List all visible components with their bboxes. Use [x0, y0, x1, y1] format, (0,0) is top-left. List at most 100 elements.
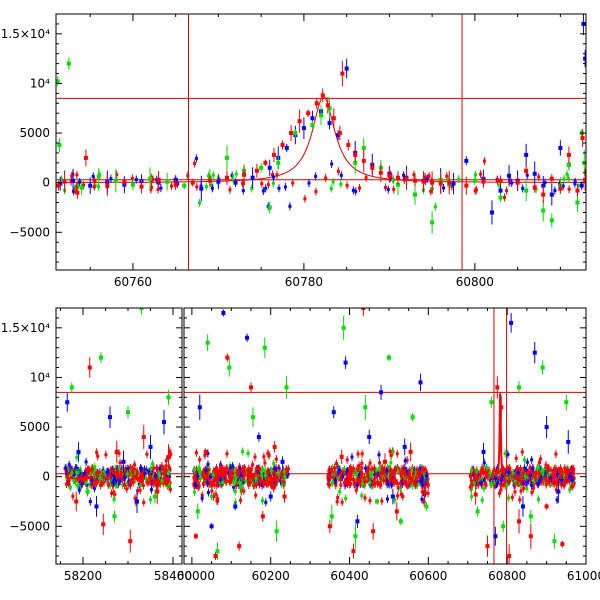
x-tick-label: 60200 — [252, 569, 290, 583]
baseline-point — [363, 496, 367, 500]
baseline-point — [162, 472, 166, 476]
baseline-point — [484, 482, 488, 486]
baseline-point — [129, 472, 133, 476]
baseline-point — [272, 175, 276, 179]
baseline-point — [522, 470, 526, 474]
data-point — [498, 188, 503, 193]
baseline-point — [168, 481, 172, 485]
data-point — [524, 188, 529, 193]
data-point — [216, 179, 221, 184]
bottom-right-plot-frame — [183, 307, 587, 565]
data-point — [509, 320, 514, 325]
data-point — [532, 350, 537, 355]
baseline-point — [239, 473, 243, 477]
baseline-point — [108, 474, 112, 478]
baseline-point — [151, 177, 155, 181]
baseline-point — [529, 474, 533, 478]
baseline-point — [239, 498, 243, 502]
baseline-point — [395, 481, 399, 485]
baseline-point — [154, 474, 158, 478]
baseline-point — [525, 460, 529, 464]
x-tick-label: 58400 — [154, 569, 192, 583]
baseline-point — [223, 469, 227, 473]
top-plot-frame — [55, 13, 587, 271]
baseline-point — [388, 468, 392, 472]
baseline-point — [213, 483, 217, 487]
baseline-point — [335, 500, 339, 504]
data-point — [284, 385, 289, 390]
baseline-point — [274, 483, 278, 487]
baseline-point — [261, 477, 265, 481]
baseline-point — [84, 481, 88, 485]
data-point — [544, 504, 549, 509]
data-point — [56, 183, 61, 188]
baseline-point — [410, 484, 414, 488]
baseline-point — [225, 452, 229, 456]
baseline-point — [263, 473, 267, 477]
baseline-point — [363, 480, 367, 484]
baseline-point — [267, 453, 271, 457]
baseline-point — [118, 461, 122, 465]
data-point — [424, 504, 429, 509]
baseline-point — [130, 176, 134, 180]
data-point — [361, 158, 366, 163]
baseline-point — [566, 477, 570, 481]
data-point — [314, 101, 319, 106]
baseline-point — [117, 467, 121, 471]
baseline-point — [231, 464, 235, 468]
baseline-point — [141, 469, 145, 473]
baseline-point — [427, 174, 431, 178]
baseline-point — [505, 189, 509, 193]
baseline-point — [331, 471, 335, 475]
baseline-point — [215, 483, 219, 487]
baseline-point — [286, 467, 290, 471]
baseline-point — [513, 479, 517, 483]
baseline-point — [106, 477, 110, 481]
baseline-point — [233, 490, 237, 494]
baseline-point — [69, 476, 73, 480]
baseline-point — [387, 474, 391, 478]
baseline-point — [215, 499, 219, 503]
top-x-axis: 60760 60780 60800 — [89, 14, 561, 289]
baseline-point — [515, 474, 519, 478]
x-tick-label: 60600 — [409, 569, 447, 583]
baseline-point — [231, 176, 235, 180]
baseline-point — [133, 463, 137, 467]
baseline-point — [420, 468, 424, 472]
baseline-point — [405, 458, 409, 462]
y-tick-label: 10⁴ — [30, 76, 50, 90]
baseline-point — [93, 465, 97, 469]
data-point — [341, 325, 346, 330]
data-point — [485, 544, 490, 549]
baseline-point — [356, 477, 360, 481]
data-point — [56, 79, 60, 84]
baseline-point — [112, 476, 116, 480]
baseline-point — [205, 473, 209, 477]
baseline-point — [491, 482, 495, 486]
baseline-point — [562, 177, 566, 181]
baseline-point — [446, 178, 450, 182]
baseline-point — [529, 467, 533, 471]
baseline-point — [151, 462, 155, 466]
baseline-point — [539, 472, 543, 476]
baseline-point — [75, 173, 79, 177]
baseline-point — [75, 184, 79, 188]
baseline-point — [254, 493, 258, 497]
baseline-point — [345, 183, 349, 187]
baseline-point — [330, 481, 334, 485]
baseline-point — [511, 471, 515, 475]
data-point — [337, 131, 342, 136]
baseline-point — [275, 173, 279, 177]
data-point — [464, 183, 469, 188]
baseline-point — [414, 477, 418, 481]
baseline-point — [355, 483, 359, 487]
data-point — [413, 192, 418, 197]
data-point — [556, 489, 561, 494]
baseline-point — [231, 478, 235, 482]
baseline-point — [562, 484, 566, 488]
data-point — [99, 355, 103, 360]
baseline-point — [123, 469, 127, 473]
baseline-point — [266, 470, 270, 474]
baseline-point — [563, 478, 567, 482]
data-point — [199, 186, 204, 191]
